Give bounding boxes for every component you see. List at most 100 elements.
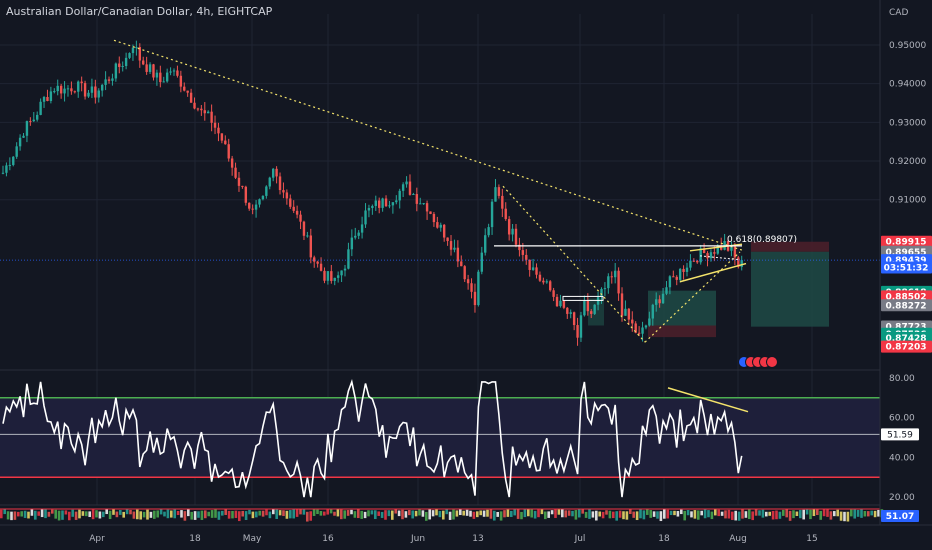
strip-mark [231,510,234,519]
strip-mark [873,510,877,518]
candle-body [627,308,631,320]
candle-body [104,79,107,85]
candle-body [179,75,183,87]
strip-mark [557,509,561,515]
strip-mark [537,509,540,518]
candle-body [330,271,333,281]
strip-mark [13,511,17,520]
strip-mark [700,510,703,516]
strip-mark [431,510,435,517]
candle-body [617,270,620,294]
time-axis[interactable]: Apr 18 May 16 Jun 13 Jul 18 Aug 15 [0,524,932,544]
candle-body [275,168,278,177]
strip-mark [472,511,476,519]
price-label-text: 0.88272 [886,301,927,311]
strip-mark [255,511,258,518]
strip-mark [669,510,673,516]
strip-mark [374,510,377,520]
strip-mark [112,509,115,515]
wedge-mid-line [699,255,741,261]
strip-mark [493,510,496,521]
price-label-text: 0.89439 [886,256,927,266]
candle-body [254,204,258,210]
strip-mark [275,509,278,519]
strip-mark [527,509,530,517]
candle-body [100,84,104,91]
candle-body [145,64,148,72]
wedge-lower-line [679,262,747,283]
candle-body [111,78,114,81]
candle-body [555,296,559,307]
strip-mark [78,509,81,519]
candle-body [213,122,217,128]
strip-mark [486,509,489,517]
chart-title: Australian Dollar/Canadian Dollar, 4h, E… [6,5,273,18]
candle-body [583,300,586,316]
candle-body [682,268,685,272]
strip-mark [17,511,20,517]
candle-body [706,253,709,259]
candle-body [716,245,719,254]
strip-mark [336,509,340,517]
candle-body [124,57,128,66]
candle-body [514,228,518,245]
candle-body [549,281,552,291]
strip-mark [397,510,401,517]
strip-mark [340,509,343,520]
strip-mark [795,511,799,516]
strip-mark [319,510,323,516]
candle-body [70,88,73,92]
strip-mark [506,509,510,517]
candle-body [531,267,535,270]
candle-body [391,202,395,206]
candle-body [497,187,501,196]
candle-body [395,200,398,203]
strip-mark [618,510,622,518]
strip-mark [425,511,428,521]
strip-mark [57,510,61,521]
strip-mark [404,511,408,518]
strip-mark [567,510,571,516]
strip-mark [61,510,64,520]
candle-body [384,198,388,207]
strip-mark [635,511,639,521]
strip-mark [826,509,829,517]
strip-mark [608,510,612,519]
strip-mark [656,511,659,519]
strip-mark [690,511,693,518]
strip-mark [442,510,445,520]
strip-mark [724,510,727,519]
time-tick-label: May [243,534,262,544]
candle-body [114,63,118,79]
candle-body [152,64,155,78]
strip-mark [221,510,224,516]
candle-body [559,300,562,307]
strip-mark [775,510,778,520]
candle-body [285,192,289,199]
candle-body [237,177,241,186]
strip-mark [197,511,200,518]
strip-mark [788,510,792,521]
candle-body [480,252,483,272]
strip-mark [248,509,251,515]
candle-body [251,208,254,210]
rsi-band [0,397,880,478]
price-axis[interactable]: 0.95000 0.94000 0.93000 0.92000 0.91000 CAD 0.… [879,0,932,525]
strip-mark [744,511,748,518]
candle-body [36,114,39,120]
strip-mark [217,511,221,520]
position-zones[interactable] [588,241,829,338]
time-tick-label: 18 [189,534,201,544]
candle-body [131,47,135,54]
strip-mark [265,509,268,516]
strip-mark [391,510,394,520]
strip-mark [632,511,635,518]
candle-body [655,299,658,305]
candle-body [12,156,15,165]
candle-body [15,146,18,157]
strip-mark [132,511,136,519]
candle-body [217,127,220,134]
drawings[interactable]: 0.618(0.89807) [0,39,880,368]
strip-mark [554,509,557,518]
